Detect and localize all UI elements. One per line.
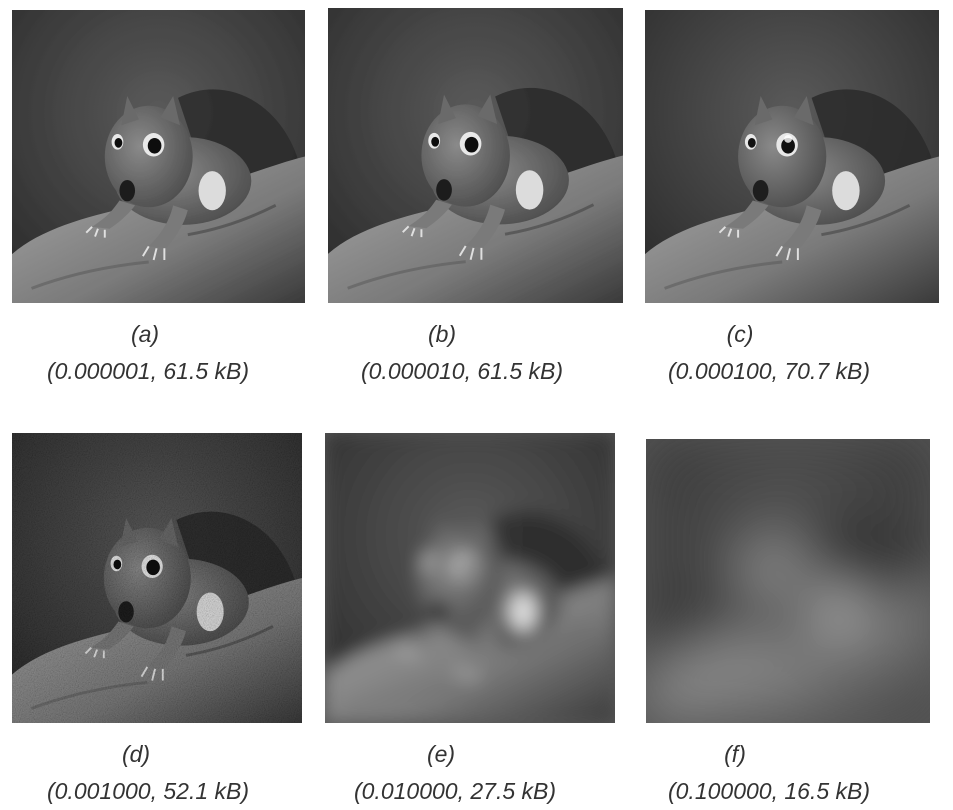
panel-a-image (12, 10, 305, 303)
panel-e-label: (e) (426, 741, 456, 767)
panel-b-image (328, 8, 623, 303)
panel-d-image (12, 433, 302, 723)
panel-d-label: (d) (121, 741, 151, 767)
panel-f-label: (f) (724, 741, 746, 767)
panel-b-caption: (0.000010, 61.5 kB) (360, 358, 564, 384)
panel-c-caption: (0.000100, 70.7 kB) (667, 358, 871, 384)
panel-a-caption: (0.000001, 61.5 kB) (46, 358, 250, 384)
panel-f-image (646, 439, 930, 723)
panel-c-image (645, 10, 939, 303)
panel-e-image (325, 433, 615, 723)
panel-d-caption: (0.001000, 52.1 kB) (46, 778, 250, 804)
panel-f-caption: (0.100000, 16.5 kB) (667, 778, 871, 804)
panel-e-caption: (0.010000, 27.5 kB) (353, 778, 557, 804)
panel-a-label: (a) (130, 321, 160, 347)
panel-b-label: (b) (427, 321, 457, 347)
panel-c-label: (c) (726, 321, 754, 347)
